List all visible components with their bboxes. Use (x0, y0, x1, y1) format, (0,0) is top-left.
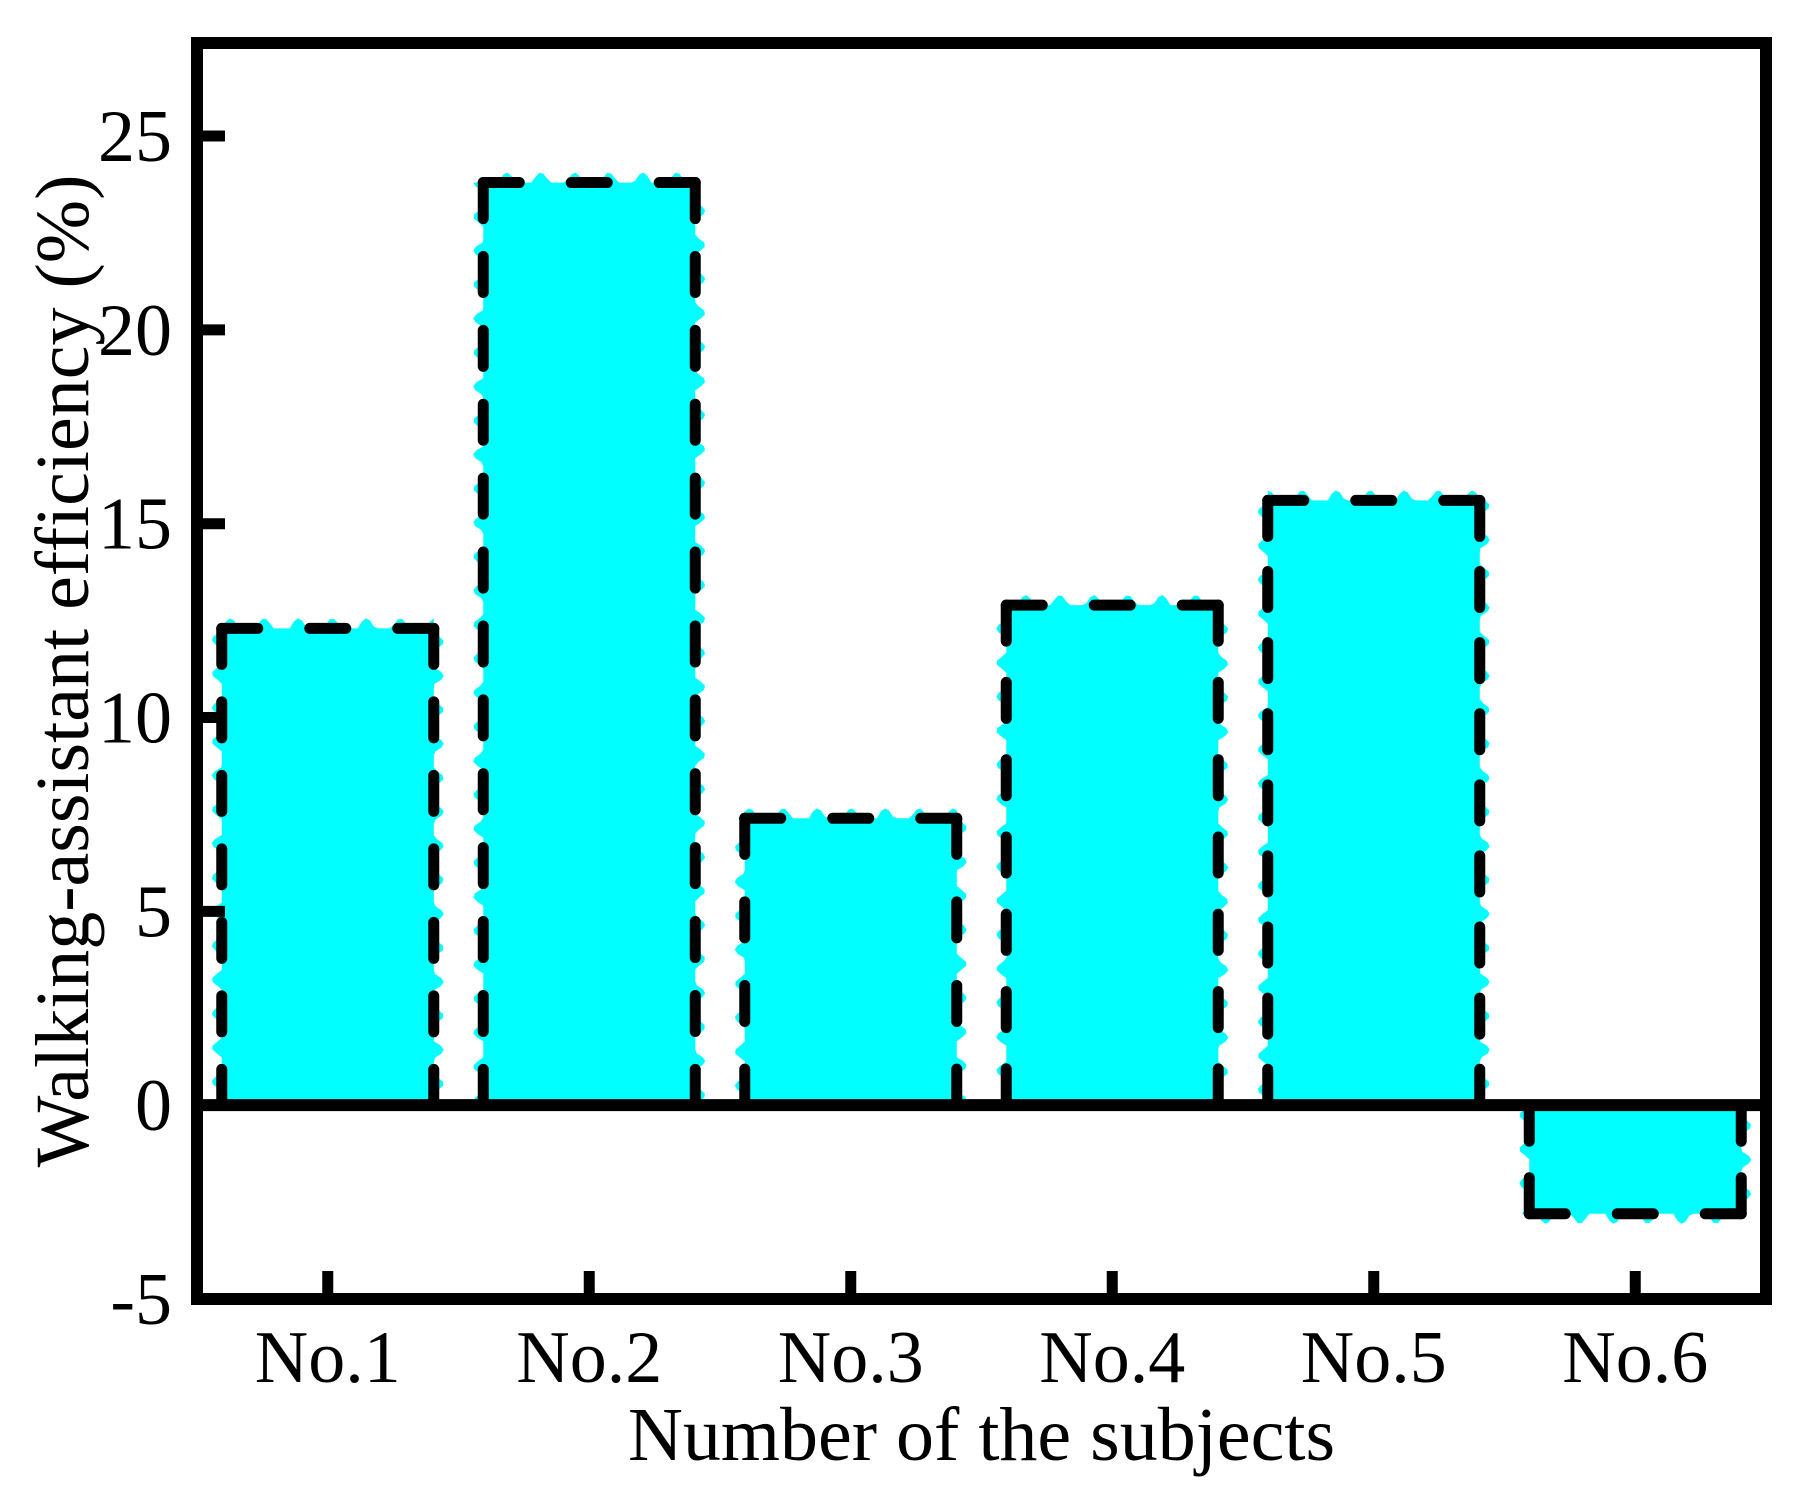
x-tick-label-no-2: No.2 (516, 1317, 662, 1399)
x-tick-label-no-4: No.4 (1039, 1317, 1185, 1399)
y-axis-label: Walking-assistant efficiency (%) (21, 175, 105, 1168)
x-axis-label: Number of the subjects (628, 1393, 1335, 1477)
y-tick-label-25: 25 (98, 96, 172, 178)
y-tick-label-20: 20 (98, 290, 172, 372)
y-tick-label-5: 5 (135, 871, 172, 953)
y-tick-label-10: 10 (98, 678, 172, 760)
x-tick-label-no-1: No.1 (255, 1317, 401, 1399)
y-tick-label-neg5: -5 (110, 1259, 172, 1341)
y-tick-label-0: 0 (135, 1065, 172, 1147)
bar-no-6 (1519, 1100, 1752, 1224)
x-tick-label-no-3: No.3 (778, 1317, 924, 1399)
bar-no-2 (473, 172, 706, 1111)
plot-border (191, 37, 1772, 1305)
y-tick-label-15: 15 (98, 484, 172, 566)
bar-no-3 (734, 808, 967, 1111)
bar-no-4 (996, 595, 1229, 1111)
x-tick-label-no-6: No.6 (1562, 1317, 1708, 1399)
bar-no-5 (1257, 490, 1490, 1111)
x-tick-label-no-5: No.5 (1301, 1317, 1447, 1399)
bar-no-1 (211, 618, 444, 1111)
